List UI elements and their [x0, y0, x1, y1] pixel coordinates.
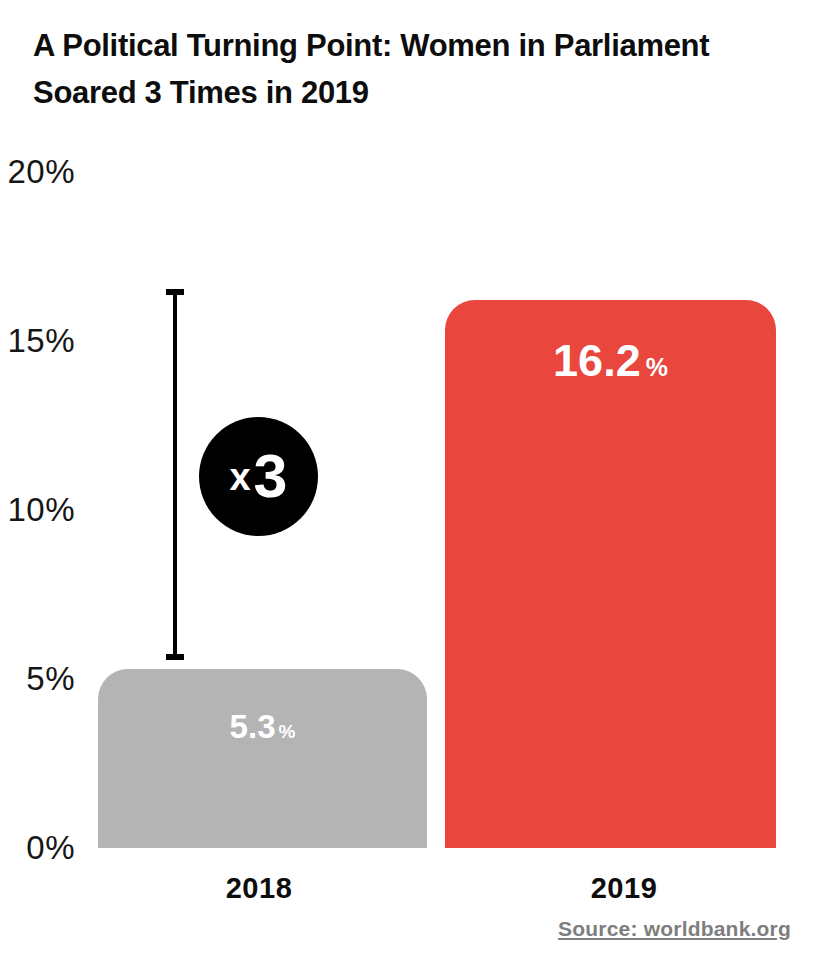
bar-2019-value-label: 16.2% [445, 338, 776, 383]
bar-2019-percent-sign: % [646, 353, 668, 381]
x-label-2019: 2019 [591, 872, 658, 905]
y-tick-0: 0% [0, 829, 75, 867]
bar-2019: 16.2% [445, 300, 776, 848]
multiplier-value: 3 [254, 446, 288, 507]
bar-2018: 5.3% [98, 669, 427, 848]
times-three-badge: x 3 [199, 417, 318, 536]
range-line-bottom-cap-icon [166, 654, 184, 660]
range-line-top-cap-icon [166, 289, 184, 295]
bar-2018-value-label: 5.3% [98, 710, 427, 743]
source-link[interactable]: Source: worldbank.org [558, 917, 791, 941]
chart-title: A Political Turning Point: Women in Parl… [33, 22, 709, 116]
y-tick-20: 20% [0, 153, 75, 191]
y-tick-5: 5% [0, 660, 75, 698]
chart-title-line1: A Political Turning Point: Women in Parl… [33, 28, 709, 63]
infographic-canvas: A Political Turning Point: Women in Parl… [0, 0, 816, 958]
bar-2018-percent-sign: % [278, 721, 295, 742]
multiplier-symbol: x [229, 458, 250, 496]
y-tick-10: 10% [0, 491, 75, 529]
y-tick-15: 15% [0, 322, 75, 360]
chart-title-line2: Soared 3 Times in 2019 [33, 75, 369, 110]
x-label-2018: 2018 [226, 872, 293, 905]
bar-2019-value: 16.2 [553, 335, 641, 386]
bar-2018-value: 5.3 [230, 708, 276, 745]
increase-range-line [173, 291, 177, 660]
